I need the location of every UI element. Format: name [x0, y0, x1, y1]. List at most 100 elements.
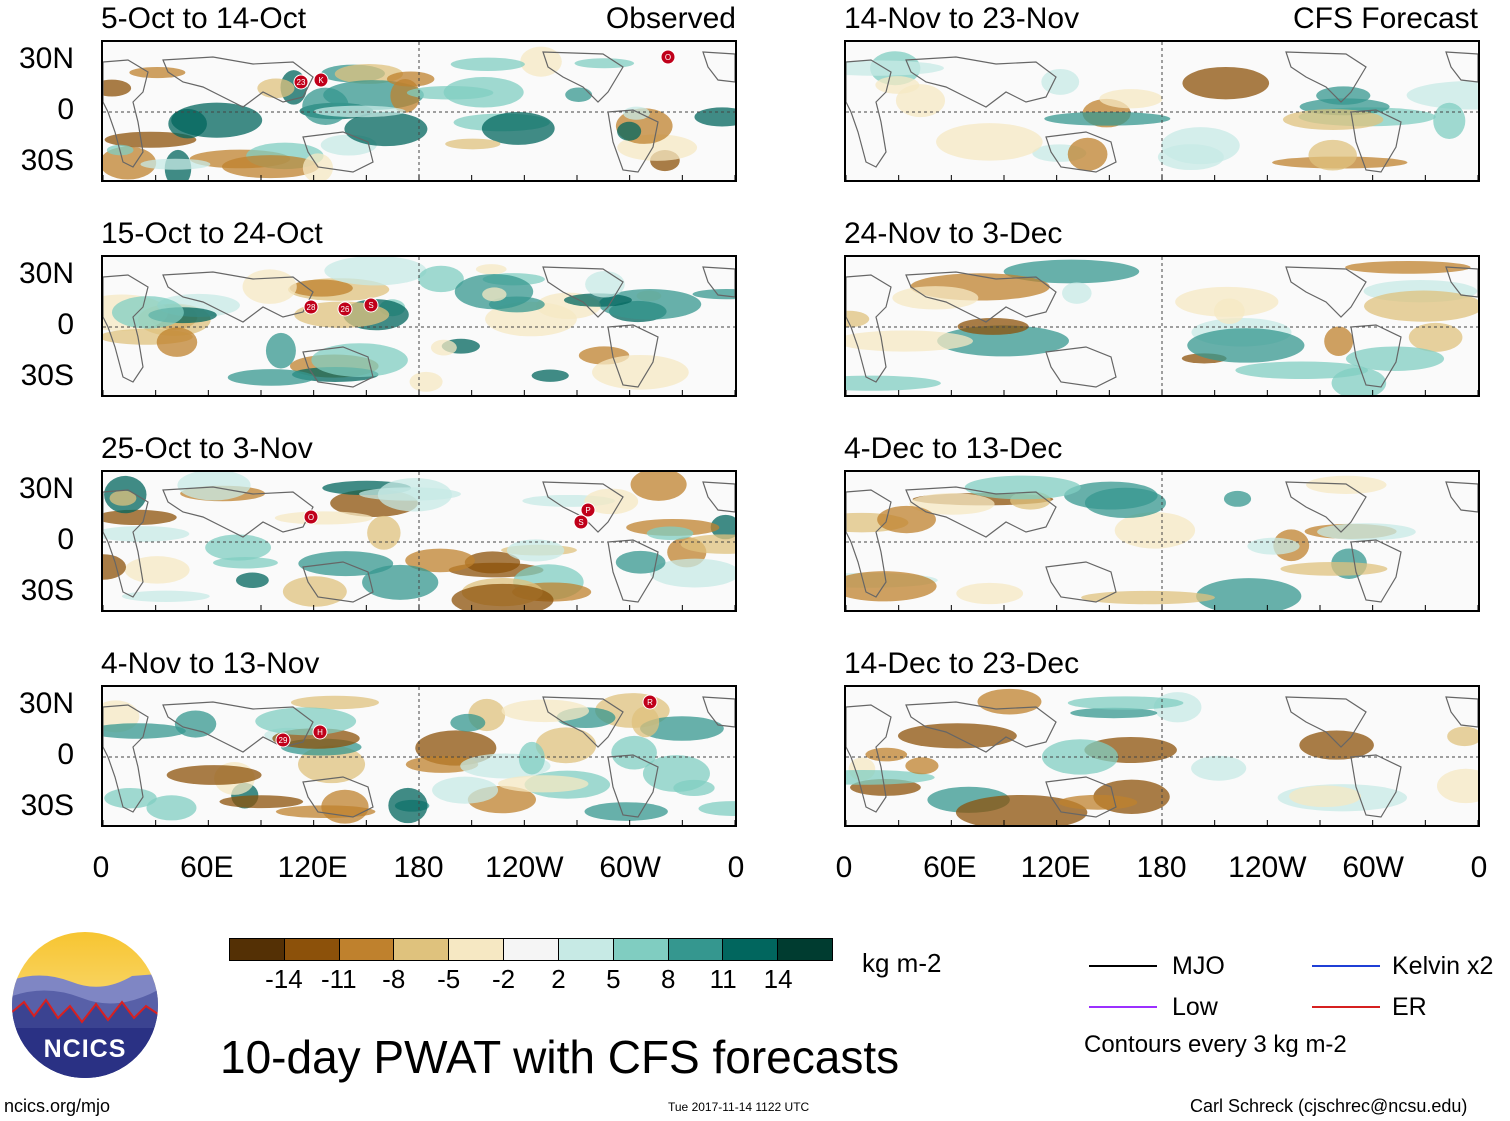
coastline	[1445, 481, 1478, 513]
pwat-anomaly-blob	[482, 287, 507, 302]
pwat-anomaly-blob	[535, 727, 597, 764]
legend-line-mjo	[1089, 965, 1157, 967]
pwat-field: 29 H R	[103, 687, 735, 825]
lon-label: 60W	[599, 851, 661, 884]
pwat-anomaly-blob	[1114, 512, 1196, 549]
pwat-anomaly-blob	[497, 775, 589, 793]
lat-label: 30S	[20, 359, 74, 392]
pwat-anomaly-blob	[956, 582, 1024, 605]
panel-title-fcst-4: 14-Dec to 23-Dec	[844, 647, 1080, 680]
colorbar-tick-label: -11	[320, 964, 357, 994]
main-title: 10-day PWAT with CFS forecasts	[220, 1031, 900, 1083]
pwat-anomaly-blob	[646, 526, 694, 541]
pwat-anomaly-blob	[274, 511, 373, 525]
pwat-anomaly-blob	[103, 509, 177, 526]
pwat-anomaly-blob	[1084, 487, 1167, 518]
lon-label: 120W	[1228, 851, 1307, 884]
colorbar-swatch	[284, 939, 340, 960]
coastline	[1285, 481, 1367, 533]
pwat-anomaly-blob	[1196, 578, 1302, 610]
pwat-anomaly-blob	[692, 289, 735, 300]
storm-label: 26	[341, 305, 350, 314]
pwat-anomaly-blob	[905, 757, 939, 775]
pwat-anomaly-blob	[103, 79, 132, 97]
timestamp: Tue 2017-11-14 1122 UTC	[668, 1100, 810, 1114]
pwat-anomaly-blob	[205, 534, 272, 561]
pwat-anomaly-blob	[584, 802, 668, 821]
legend-label-kelvin: Kelvin x2	[1392, 952, 1494, 980]
storm-label: 29	[279, 736, 288, 745]
forecast-header: CFS Forecast	[1292, 2, 1478, 35]
pwat-anomaly-blob	[531, 369, 569, 382]
pwat-anomaly-blob	[1223, 490, 1252, 507]
lon-label: 60E	[180, 851, 234, 884]
tropical-cyclone-icon: P	[580, 502, 596, 518]
tropical-cyclone-icon: 26	[337, 301, 353, 317]
coastline	[1350, 109, 1402, 173]
lon-label: 120E	[1020, 851, 1091, 884]
legend-line-low	[1089, 1006, 1157, 1008]
pwat-anomaly-blob	[1364, 290, 1478, 322]
lon-label: 120E	[277, 851, 348, 884]
lon-label: 0	[727, 851, 745, 884]
tropical-cyclone-icon: 28	[303, 299, 319, 315]
pwat-anomaly-blob	[386, 71, 435, 87]
pwat-anomaly-blob	[673, 779, 715, 796]
pwat-field	[846, 472, 1478, 610]
coastline	[702, 696, 735, 728]
pwat-anomaly-blob	[146, 795, 197, 821]
lat-label: 30N	[18, 472, 74, 505]
website-link[interactable]: ncics.org/mjo	[4, 1096, 111, 1116]
coastline	[1445, 51, 1478, 83]
map-fcst-1	[844, 40, 1480, 182]
tropical-cyclone-icon: 29	[275, 732, 291, 748]
pwat-anomaly-blob	[451, 583, 554, 610]
pwat-anomaly-blob	[564, 293, 632, 307]
pwat-anomaly-blob	[617, 121, 642, 141]
pwat-anomaly-blob	[129, 66, 186, 79]
pwat-anomaly-blob	[846, 310, 870, 328]
colorbar-tick-label: -14	[265, 964, 303, 994]
coastline	[607, 324, 659, 388]
pwat-anomaly-blob	[362, 564, 439, 600]
coastline	[1045, 346, 1117, 388]
coastline	[1045, 131, 1117, 173]
pwat-anomaly-blob	[104, 787, 157, 809]
coastline	[702, 51, 735, 83]
pwat-anomaly-blob	[506, 539, 565, 562]
colorbar-swatch	[668, 939, 724, 960]
coastline	[905, 701, 1057, 753]
lon-label: 60E	[923, 851, 977, 884]
coastline	[162, 56, 314, 108]
pwat-anomaly-blob	[430, 339, 457, 356]
coastline	[1350, 754, 1402, 818]
legend-label-low: Low	[1172, 993, 1218, 1021]
coastline	[103, 59, 149, 168]
pwat-anomaly-blob	[1081, 590, 1215, 605]
pwat-anomaly-blob	[311, 343, 408, 377]
pwat-anomaly-blob	[1433, 102, 1466, 140]
pwat-anomaly-blob	[405, 755, 479, 773]
colorbar-swatch	[558, 939, 614, 960]
pwat-anomaly-blob	[846, 60, 944, 76]
colorbar-tick-label: 11	[709, 964, 737, 994]
pwat-anomaly-blob	[464, 551, 521, 574]
panel-title-obs-2: 15-Oct to 24-Oct	[101, 217, 323, 250]
pwat-anomaly-blob	[1317, 523, 1416, 541]
pwat-anomaly-blob	[174, 710, 217, 738]
legend-line-er	[1312, 1006, 1380, 1008]
coastline	[162, 271, 314, 323]
pwat-anomaly-blob	[1437, 768, 1478, 804]
pwat-field: O PS	[103, 472, 735, 610]
coastline	[103, 489, 149, 598]
pwat-anomaly-blob	[1213, 298, 1245, 324]
lon-label: 0	[92, 851, 110, 884]
map-obs-2: 28 26 S	[101, 255, 737, 397]
pwat-anomaly-blob	[450, 713, 486, 732]
coastline	[1445, 266, 1478, 298]
lat-label: 30N	[18, 687, 74, 720]
colorbar-swatch	[613, 939, 669, 960]
storm-label: 28	[307, 303, 316, 312]
map-obs-1: 23 K O	[101, 40, 737, 182]
tropical-cyclone-icon: R	[642, 694, 658, 710]
